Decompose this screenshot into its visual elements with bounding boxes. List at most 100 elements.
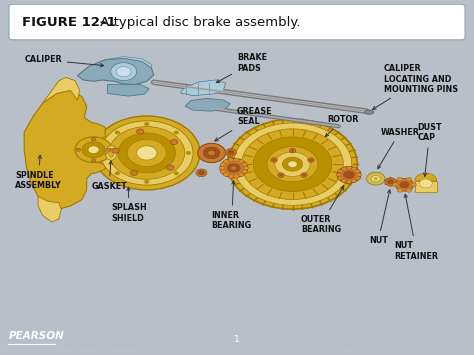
Text: SPINDLE
ASSEMBLY: SPINDLE ASSEMBLY — [15, 155, 62, 190]
Polygon shape — [43, 77, 80, 103]
Circle shape — [234, 174, 239, 178]
Circle shape — [275, 152, 310, 176]
Text: CALIPER
LOCATING AND
MOUNTING PINS: CALIPER LOCATING AND MOUNTING PINS — [373, 64, 458, 109]
Circle shape — [220, 170, 226, 174]
Circle shape — [253, 137, 332, 191]
Circle shape — [346, 180, 351, 184]
Text: 1: 1 — [234, 335, 240, 344]
Circle shape — [220, 163, 226, 166]
Text: WASHER: WASHER — [378, 127, 419, 169]
Text: INNER
BEARING: INNER BEARING — [211, 181, 252, 230]
Circle shape — [231, 166, 237, 170]
Circle shape — [203, 147, 220, 159]
Bar — [105, 147, 147, 152]
Circle shape — [93, 116, 200, 190]
Circle shape — [352, 179, 356, 182]
Circle shape — [208, 151, 215, 155]
Text: Automotive Chassis Systems, 5/e: Automotive Chassis Systems, 5/e — [64, 330, 175, 336]
Circle shape — [220, 158, 247, 178]
Circle shape — [137, 129, 144, 134]
Circle shape — [103, 151, 108, 154]
Circle shape — [397, 177, 402, 181]
Circle shape — [343, 171, 355, 179]
Circle shape — [111, 63, 137, 81]
Circle shape — [397, 189, 402, 192]
Text: SPLASH
SHIELD: SPLASH SHIELD — [111, 187, 147, 223]
Circle shape — [186, 151, 191, 154]
Circle shape — [223, 160, 229, 163]
Circle shape — [288, 161, 297, 168]
Circle shape — [223, 173, 229, 176]
Text: ROTOR: ROTOR — [325, 115, 359, 136]
Circle shape — [357, 173, 362, 176]
Text: NUT: NUT — [369, 190, 391, 245]
Circle shape — [371, 175, 381, 182]
Text: BRAKE
PADS: BRAKE PADS — [216, 53, 267, 83]
Circle shape — [75, 137, 112, 163]
Circle shape — [267, 147, 318, 182]
Circle shape — [411, 183, 417, 187]
Wedge shape — [415, 173, 437, 181]
Circle shape — [346, 166, 351, 169]
Ellipse shape — [365, 110, 374, 114]
Circle shape — [76, 148, 81, 151]
Circle shape — [130, 170, 137, 175]
Circle shape — [419, 179, 432, 188]
Text: Copyright © 2010, 2008, 2004, 2000, 1995 Pearson Education, Inc.: Copyright © 2010, 2008, 2004, 2000, 1995… — [268, 330, 467, 336]
Circle shape — [352, 167, 356, 170]
Circle shape — [82, 142, 105, 158]
Circle shape — [278, 173, 284, 178]
Circle shape — [374, 178, 378, 180]
Circle shape — [387, 180, 394, 184]
Circle shape — [337, 166, 361, 183]
Circle shape — [88, 146, 99, 154]
Polygon shape — [24, 90, 105, 209]
Circle shape — [395, 178, 414, 191]
Circle shape — [366, 172, 385, 185]
Circle shape — [118, 133, 175, 173]
Circle shape — [301, 173, 307, 178]
Polygon shape — [108, 84, 149, 96]
Circle shape — [242, 163, 247, 166]
Circle shape — [116, 66, 131, 77]
Circle shape — [115, 131, 119, 134]
Circle shape — [310, 159, 312, 161]
Circle shape — [198, 170, 205, 175]
Polygon shape — [185, 98, 230, 111]
Polygon shape — [105, 56, 151, 68]
Circle shape — [198, 143, 226, 163]
Circle shape — [356, 170, 360, 173]
Circle shape — [342, 179, 346, 182]
Text: GASKET: GASKET — [91, 161, 127, 191]
Circle shape — [107, 148, 111, 151]
Text: DUST
CAP: DUST CAP — [418, 123, 442, 176]
Circle shape — [166, 165, 174, 170]
Circle shape — [91, 137, 96, 141]
Text: PEARSON: PEARSON — [9, 331, 64, 341]
Circle shape — [392, 183, 398, 187]
Circle shape — [100, 121, 193, 185]
Circle shape — [145, 122, 149, 126]
Text: CALIPER: CALIPER — [24, 55, 104, 67]
Circle shape — [280, 174, 283, 176]
Circle shape — [238, 160, 244, 163]
Circle shape — [128, 140, 166, 166]
Circle shape — [289, 148, 296, 153]
Circle shape — [112, 148, 119, 153]
Ellipse shape — [109, 148, 114, 157]
Circle shape — [228, 119, 357, 209]
Circle shape — [196, 169, 207, 177]
Circle shape — [302, 174, 305, 176]
Circle shape — [356, 177, 360, 180]
Circle shape — [338, 170, 342, 173]
Circle shape — [337, 173, 341, 176]
Circle shape — [342, 167, 346, 170]
Circle shape — [406, 189, 412, 192]
Text: NUT
RETAINER: NUT RETAINER — [394, 194, 438, 261]
Circle shape — [170, 140, 178, 144]
Circle shape — [238, 173, 244, 176]
Circle shape — [308, 158, 314, 162]
Circle shape — [228, 158, 234, 162]
Polygon shape — [181, 80, 226, 95]
Circle shape — [234, 158, 239, 162]
